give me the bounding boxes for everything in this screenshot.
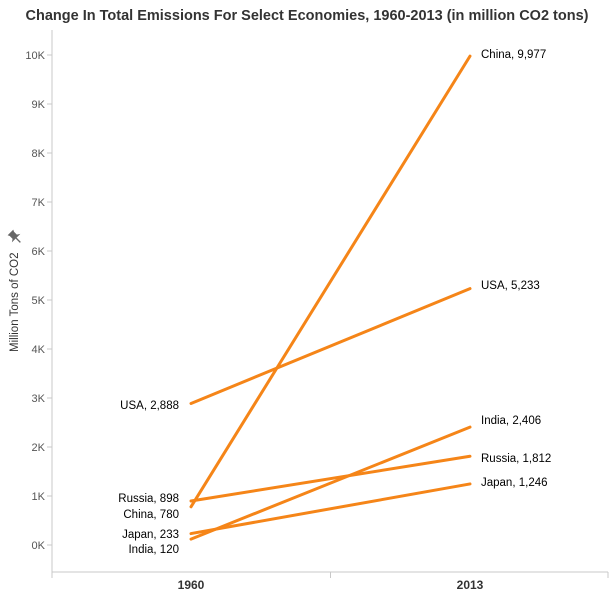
y-axis-ticks: 0K 1K 2K 3K 4K 5K 6K 7K 8K 9K 10K 1960 2013: [25, 50, 483, 592]
y-tick-label: 7K: [32, 197, 46, 209]
y-tick-label: 2K: [32, 442, 46, 454]
data-label-russia-1960: Russia, 898: [118, 493, 179, 505]
y-tick-label: 1K: [32, 491, 46, 503]
pin-icon-needle: [15, 237, 21, 243]
series-line-russia[interactable]: [189, 454, 472, 503]
data-label-india-2013: India, 2,406: [481, 415, 541, 427]
series-line-india[interactable]: [189, 425, 472, 541]
series-line-china[interactable]: [189, 54, 472, 509]
y-tick-label: 4K: [32, 344, 46, 356]
series-line-japan[interactable]: [189, 482, 472, 536]
x-tick-label: 1960: [178, 578, 205, 592]
x-tick-label: 2013: [457, 578, 484, 592]
data-label-usa-2013: USA, 5,233: [481, 280, 540, 292]
data-label-japan-1960: Japan, 233: [122, 529, 179, 541]
axes: [51, 30, 609, 578]
data-label-china-1960: China, 780: [123, 509, 179, 521]
series-line-usa[interactable]: [189, 287, 472, 405]
y-axis-title: Million Tons of CO2: [9, 253, 21, 353]
data-label-russia-2013: Russia, 1,812: [481, 453, 551, 465]
y-tick-label: 10K: [25, 50, 45, 62]
data-label-india-1960: India, 120: [128, 544, 179, 556]
y-tick-label: 9K: [32, 99, 46, 111]
pin-icon[interactable]: [6, 228, 24, 246]
chart-title: Change In Total Emissions For Select Eco…: [25, 8, 589, 24]
data-label-usa-1960: USA, 2,888: [120, 400, 179, 412]
data-label-japan-2013: Japan, 1,246: [481, 477, 548, 489]
y-tick-label: 0K: [32, 540, 46, 552]
y-tick-label: 3K: [32, 393, 46, 405]
y-tick-label: 5K: [32, 295, 46, 307]
y-tick-label: 8K: [32, 148, 46, 160]
data-label-china-2013: China, 9,977: [481, 49, 546, 61]
y-tick-label: 6K: [32, 246, 46, 258]
series-lines: [189, 54, 472, 541]
data-labels: China, 780 China, 9,977 USA, 2,888 USA, 5,2…: [118, 49, 551, 556]
pin-icon-head: [7, 229, 21, 243]
